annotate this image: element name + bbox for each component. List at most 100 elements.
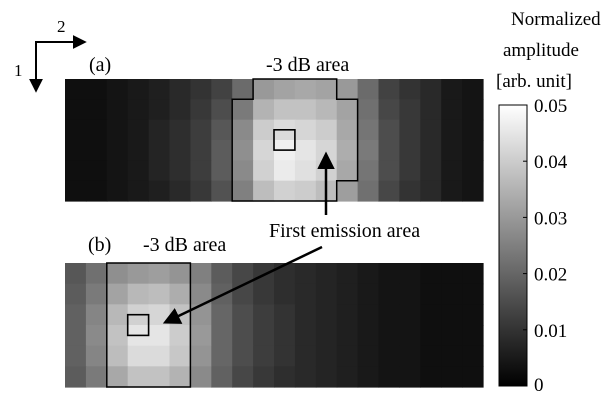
heatmap-cell [253,325,275,347]
heatmap-cell [253,345,275,367]
heatmap-cell [148,180,171,202]
heatmap-cell [232,99,254,121]
heatmap-cell [420,160,442,182]
heatmap-panel-b [65,262,484,388]
heatmap-cell [294,345,317,367]
heatmap-cell [357,345,380,367]
heatmap-cell [420,180,442,202]
heatmap-cell [462,345,484,367]
heatmap-cell [85,140,108,161]
heatmap-cell [357,366,380,388]
heatmap-cell [357,160,380,182]
heatmap-cell [420,283,442,305]
heatmap-cell [378,345,400,367]
heatmap-cell [441,345,463,367]
heatmap-cell [378,283,400,305]
heatmap-cell [85,304,108,326]
heatmap-cell [106,119,129,141]
colorbar-tick-label: 0 [534,375,544,394]
axis-2-label: 2 [57,17,66,36]
heatmap-cell [253,140,275,161]
heatmap-cell [211,345,233,367]
heatmap-cell [106,366,129,388]
heatmap-cell [357,99,380,121]
heatmap-cell [232,283,254,305]
heatmap-cell [211,263,233,285]
colorbar-label-line-3: [arb. unit] [496,71,572,92]
heatmap-cell [441,119,463,141]
heatmap-cell [148,140,171,161]
heatmap-cell [441,99,463,121]
heatmap-cell [399,160,421,182]
heatmap-cell [148,99,171,121]
heatmap-cell [190,325,212,347]
heatmap-cell [294,304,317,326]
heatmap-cell [253,180,275,202]
heatmap-cell [106,140,129,161]
heatmap-cell [232,366,254,388]
heatmap-cell [169,325,191,347]
heatmap-cell [211,180,233,202]
heatmap-cell [106,345,129,367]
heatmap-cell [190,180,212,202]
heatmap-cell [169,160,191,182]
heatmap-cell [211,79,233,100]
heatmap-cell [357,119,380,141]
heatmap-cell [399,263,421,285]
heatmap-cell [169,263,191,285]
heatmap-cell [462,283,484,305]
heatmap-cell [127,140,150,161]
heatmap-cell [65,366,87,388]
heatmap-cell [441,366,463,388]
heatmap-cell [127,180,150,202]
heatmap-cell [253,119,275,141]
heatmap-cell [399,325,421,347]
colorbar-ticks: 0 0.01 0.02 0.03 0.04 0.05 [523,96,568,396]
heatmap-cell [106,283,129,305]
heatmap-cell [169,283,191,305]
heatmap-cell [357,263,380,285]
heatmap-cell [420,99,442,121]
heatmap-cell [106,325,129,347]
heatmap-cell [85,160,108,182]
heatmap-cell [274,283,296,305]
heatmap-cell [274,304,296,326]
heatmap-cell [336,119,359,141]
heatmap-cell [336,325,359,347]
heatmap-cell [65,140,87,161]
heatmap-cell [399,366,421,388]
minus-3db-region-outline [106,262,192,388]
heatmap-cell [232,345,254,367]
heatmap-cell [336,99,359,121]
heatmap-cell [336,140,359,161]
heatmap-cell [253,79,275,100]
heatmap-cell [420,263,442,285]
heatmap-cell [232,79,254,100]
heatmap-cell [106,79,129,100]
heatmap-cell [65,283,87,305]
heatmap-cell [378,366,400,388]
heatmap-cell [190,160,212,182]
heatmap-cell [274,366,296,388]
heatmap-cell [211,160,233,182]
colorbar-label-line-1: Normalized [511,9,601,30]
heatmap-cell [441,304,463,326]
heatmap-cell [65,304,87,326]
heatmap-cell [357,325,380,347]
heatmap-cell [462,366,484,388]
heatmap-cell [148,119,171,141]
heatmap-cell [85,180,108,202]
heatmap-cell [65,160,87,182]
heatmap-cell [65,325,87,347]
heatmap-cell [315,283,338,305]
heatmap-cell [315,325,338,347]
emission-annotation: First emission area [269,220,420,242]
heatmap-cell [127,99,150,121]
heatmap-cell [253,304,275,326]
heatmap-cell [420,325,442,347]
heatmap-cell [315,304,338,326]
heatmap-cell [399,79,421,100]
heatmap-cell [232,263,254,285]
heatmap-cell [420,79,442,100]
heatmap-cell [462,79,484,100]
